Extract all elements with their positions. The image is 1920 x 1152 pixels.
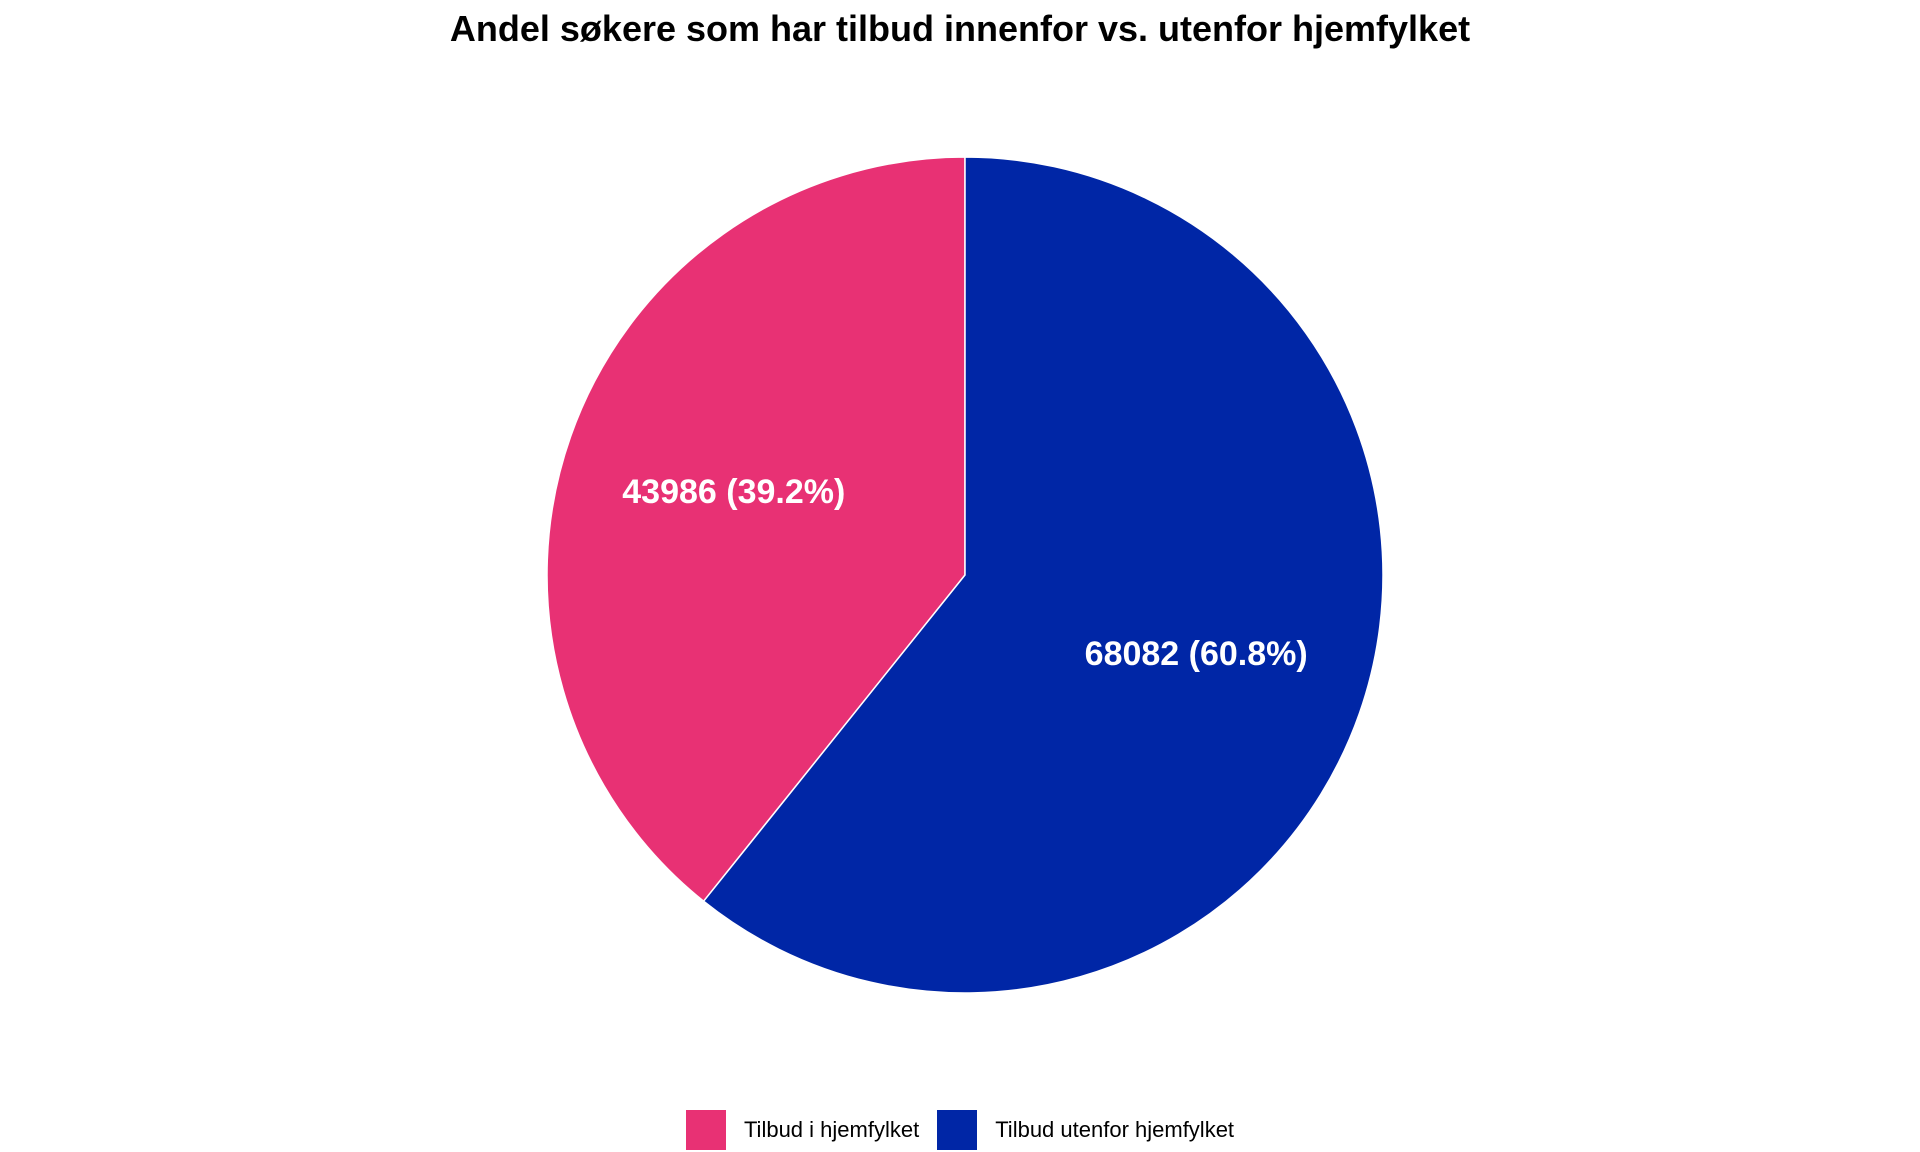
- pie-labels: 43986 (39.2%) 68082 (60.8%): [622, 473, 1307, 673]
- legend-item-tilbud-utenfor-hjemfylket: Tilbud utenfor hjemfylket: [937, 1110, 1234, 1150]
- legend-label-tilbud-i-hjemfylket: Tilbud i hjemfylket: [743, 1117, 920, 1142]
- legend-swatch-tilbud-i-hjemfylket: [685, 1110, 726, 1150]
- legend-label-tilbud-utenfor-hjemfylket: Tilbud utenfor hjemfylket: [995, 1117, 1235, 1142]
- pie-label-tilbud-i-hjemfylket: 43986 (39.2%): [622, 473, 845, 511]
- legend: Tilbud i hjemfylket Tilbud utenfor hjemf…: [0, 1110, 1920, 1150]
- chart-title: Andel søkere som har tilbud innenfor vs.…: [449, 8, 1471, 49]
- pie-slices: [546, 156, 1384, 994]
- legend-swatch-tilbud-utenfor-hjemfylket: [937, 1110, 978, 1150]
- pie-label-tilbud-utenfor-hjemfylket: 68082 (60.8%): [1085, 635, 1308, 673]
- pie-slice-tilbud-utenfor-hjemfylket: [702, 156, 1384, 994]
- pie-slice-tilbud-i-hjemfylket: [546, 156, 966, 903]
- legend-item-tilbud-i-hjemfylket: Tilbud i hjemfylket: [685, 1110, 920, 1150]
